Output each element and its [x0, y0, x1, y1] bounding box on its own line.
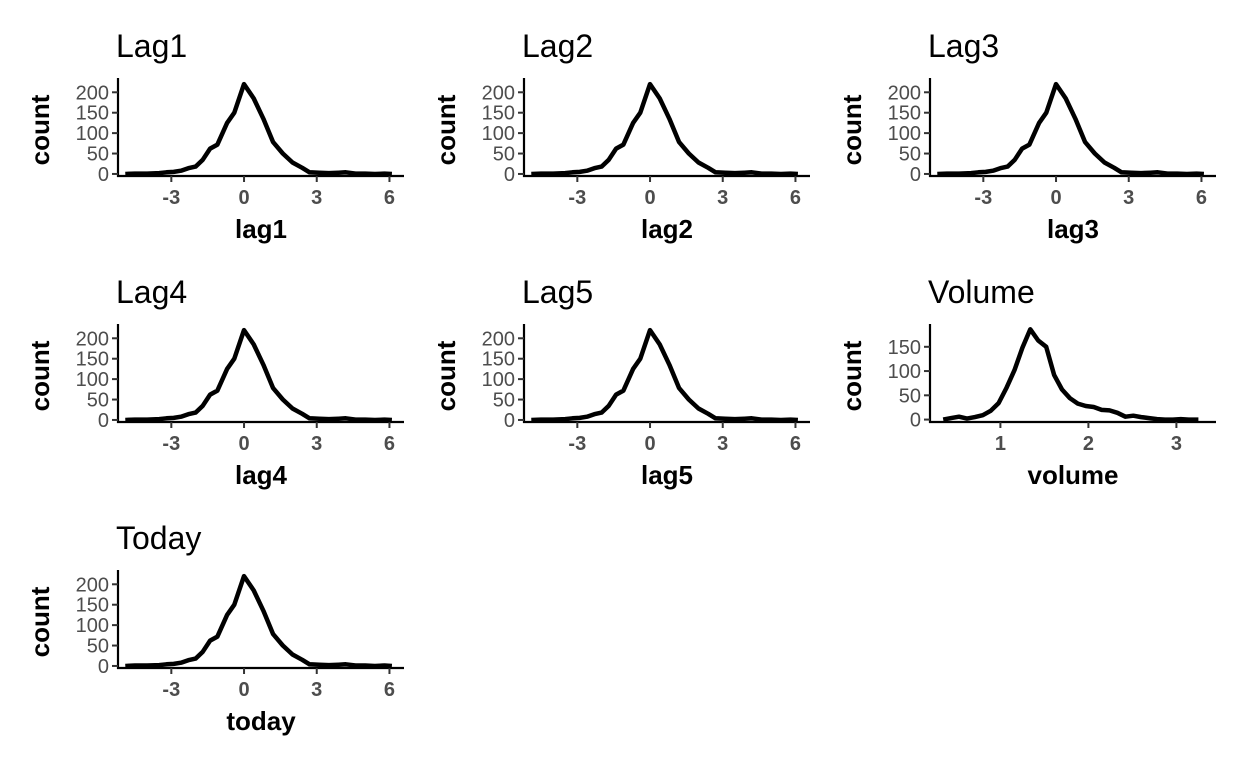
panel-title: Lag2	[522, 28, 593, 64]
y-tick-label: 200	[76, 82, 109, 104]
panel-title: Today	[116, 520, 201, 556]
x-tick-label: 6	[384, 433, 395, 455]
y-tick-label: 150	[76, 349, 109, 371]
y-tick-label: 200	[482, 328, 515, 350]
y-tick-label: 0	[98, 656, 109, 678]
y-tick-label: 200	[888, 82, 921, 104]
y-tick-label: 100	[482, 369, 515, 391]
x-axis-title: lag1	[235, 214, 287, 244]
x-tick-label: -3	[568, 433, 586, 455]
x-tick-label: 2	[1083, 433, 1094, 455]
series-line-today	[125, 573, 393, 669]
y-tick-label: 0	[504, 410, 515, 432]
x-axis-title: lag5	[641, 460, 693, 490]
y-tick-label: 100	[76, 123, 109, 145]
y-axis-title: count	[25, 340, 55, 411]
y-tick-label: 0	[98, 164, 109, 186]
y-tick-label: 200	[482, 82, 515, 104]
x-tick-label: -3	[162, 433, 180, 455]
x-tick-label: 6	[1196, 187, 1207, 209]
x-tick-label: 3	[1123, 187, 1134, 209]
y-axis-title: count	[25, 586, 55, 657]
series-line-lag3	[937, 81, 1205, 177]
y-tick-label: 150	[888, 337, 921, 359]
y-tick-label: 0	[504, 164, 515, 186]
x-axis-title: today	[226, 706, 296, 736]
y-tick-label: 100	[482, 123, 515, 145]
y-tick-label: 150	[76, 103, 109, 125]
x-tick-label: 3	[717, 433, 728, 455]
y-tick-label: 150	[482, 103, 515, 125]
x-tick-label: -3	[568, 187, 586, 209]
series-line-lag2	[531, 81, 799, 177]
series-line-lag4	[125, 327, 393, 423]
y-tick-label: 50	[87, 636, 109, 658]
x-tick-label: -3	[162, 679, 180, 701]
x-tick-label: 0	[644, 187, 655, 209]
y-tick-label: 100	[888, 361, 921, 383]
y-tick-label: 150	[76, 595, 109, 617]
x-tick-label: 0	[238, 679, 249, 701]
x-tick-label: 0	[238, 433, 249, 455]
x-tick-label: 3	[311, 433, 322, 455]
y-axis-title: count	[431, 94, 461, 165]
panel-title: Lag3	[928, 28, 999, 64]
y-tick-label: 100	[76, 369, 109, 391]
x-tick-label: 3	[311, 679, 322, 701]
panel-title: Volume	[928, 274, 1035, 310]
x-tick-label: 6	[384, 187, 395, 209]
panel-title: Lag1	[116, 28, 187, 64]
x-tick-label: 0	[644, 433, 655, 455]
y-tick-label: 100	[888, 123, 921, 145]
y-tick-label: 0	[98, 410, 109, 432]
x-tick-label: -3	[974, 187, 992, 209]
x-tick-label: 3	[1171, 433, 1182, 455]
x-tick-label: 3	[717, 187, 728, 209]
y-tick-label: 100	[76, 615, 109, 637]
y-tick-label: 50	[899, 144, 921, 166]
panel-title: Lag5	[522, 274, 593, 310]
y-axis-title: count	[25, 94, 55, 165]
series-line-lag5	[531, 327, 799, 423]
x-axis-title: lag4	[235, 460, 288, 490]
series-line-lag1	[125, 81, 393, 177]
y-tick-label: 150	[482, 349, 515, 371]
y-tick-label: 150	[888, 103, 921, 125]
y-axis-title: count	[837, 94, 867, 165]
x-tick-label: 1	[995, 433, 1006, 455]
series-line-volume	[942, 327, 1199, 422]
y-tick-label: 0	[910, 164, 921, 186]
y-tick-label: 50	[87, 390, 109, 412]
x-axis-title: lag3	[1047, 214, 1099, 244]
x-axis-title: volume	[1027, 460, 1118, 490]
y-axis-title: count	[431, 340, 461, 411]
x-tick-label: 0	[238, 187, 249, 209]
y-tick-label: 50	[493, 144, 515, 166]
y-axis-title: count	[837, 340, 867, 411]
y-tick-label: 50	[493, 390, 515, 412]
y-tick-label: 50	[87, 144, 109, 166]
x-tick-label: 0	[1050, 187, 1061, 209]
x-tick-label: 6	[384, 679, 395, 701]
y-tick-label: 200	[76, 328, 109, 350]
x-tick-label: 3	[311, 187, 322, 209]
x-axis-title: lag2	[641, 214, 693, 244]
y-tick-label: 0	[910, 410, 921, 432]
panel-title: Lag4	[116, 274, 187, 310]
x-tick-label: 6	[790, 187, 801, 209]
x-tick-label: -3	[162, 187, 180, 209]
x-tick-label: 6	[790, 433, 801, 455]
y-tick-label: 200	[76, 574, 109, 596]
y-tick-label: 50	[899, 385, 921, 407]
